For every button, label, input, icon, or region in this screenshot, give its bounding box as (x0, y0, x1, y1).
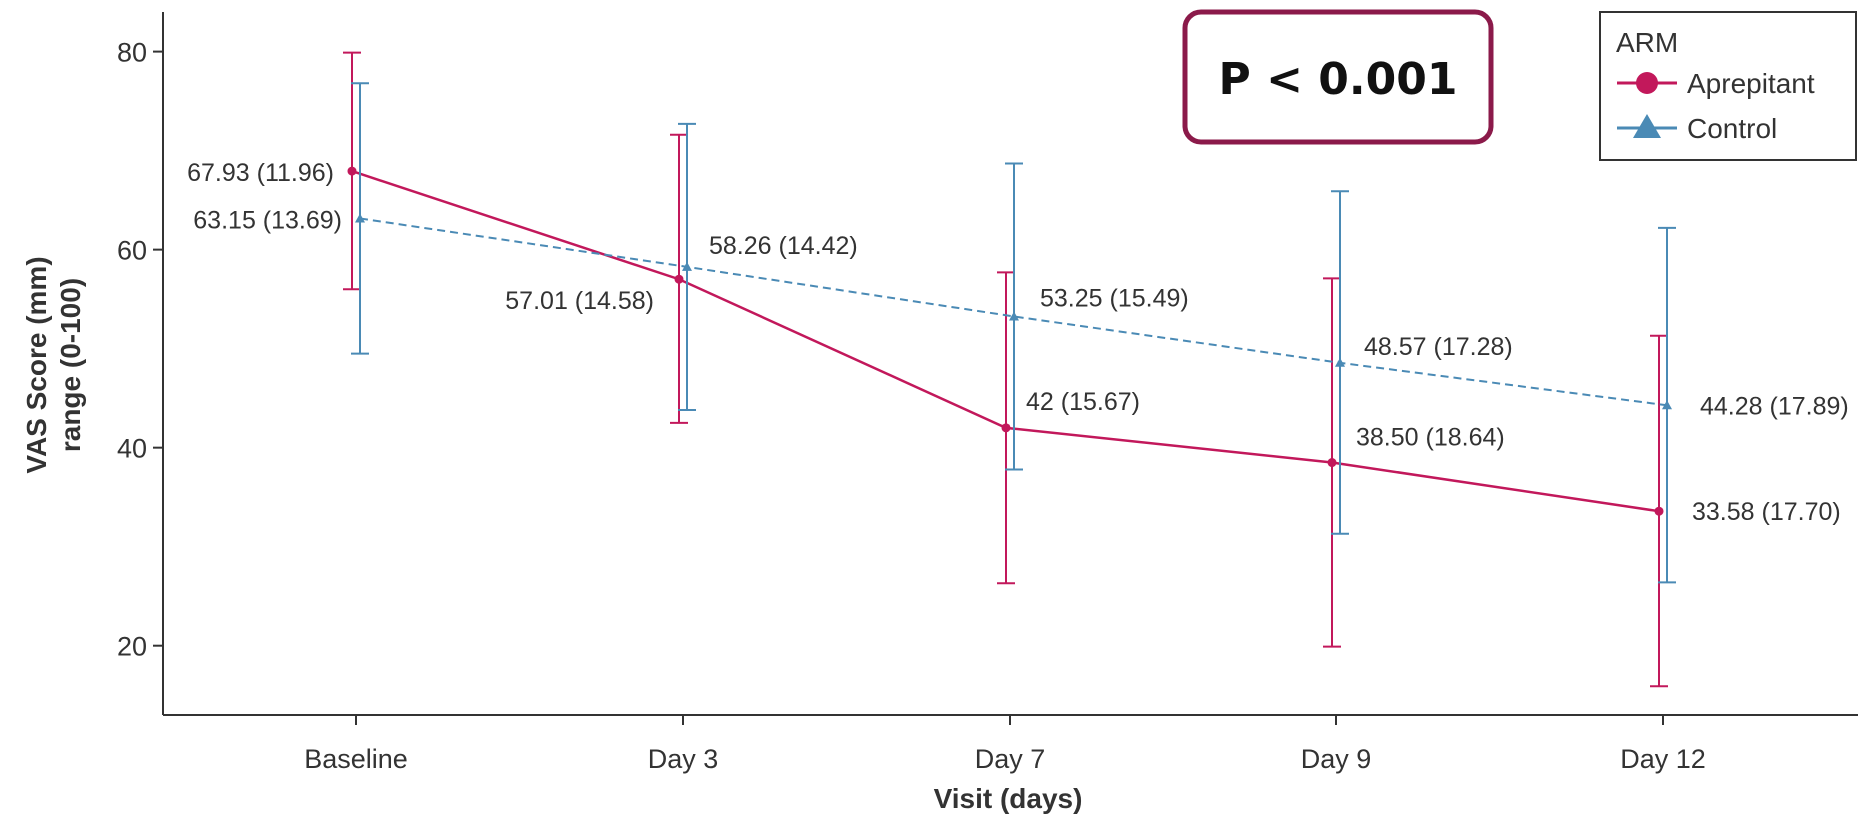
y-tick-label: 60 (117, 236, 147, 266)
data-label: 58.26 (14.42) (709, 232, 858, 260)
data-point (355, 213, 365, 223)
data-label: 42 (15.67) (1026, 388, 1140, 416)
legend-title: ARM (1616, 27, 1678, 58)
data-label: 38.50 (18.64) (1356, 424, 1505, 452)
x-tick-label: Baseline (304, 744, 408, 774)
data-label: 63.15 (13.69) (193, 206, 342, 234)
legend-aprepitant-label: Aprepitant (1687, 68, 1815, 99)
y-axis-title-line2: range (0-100) (55, 278, 86, 452)
data-point (1009, 311, 1019, 321)
data-point (347, 166, 357, 176)
data-point (1662, 400, 1672, 410)
x-axis-title: Visit (days) (934, 783, 1083, 814)
x-tick-label: Day 9 (1301, 744, 1372, 774)
data-label: 57.01 (14.58) (505, 287, 654, 315)
p-value-annotation: P < 0.001 (1182, 9, 1494, 145)
x-tick-label: Day 7 (975, 744, 1046, 774)
series-layer (343, 51, 1676, 688)
data-labels: 67.93 (11.96) 57.01 (14.58) 42 (15.67) 38.5… (187, 159, 1849, 526)
data-point (682, 261, 692, 271)
data-label: 33.58 (17.70) (1692, 498, 1841, 526)
x-tick-label: Day 12 (1620, 744, 1706, 774)
y-tick-label: 20 (117, 632, 147, 662)
data-label: 67.93 (11.96) (187, 159, 334, 187)
y-tick-label: 80 (117, 38, 147, 68)
axes: 20 40 60 80 Baseline Day 3 Day 7 Day 9 Day 12 (117, 12, 1858, 774)
series-aprepitant (343, 51, 1668, 688)
legend-control-marker (1633, 114, 1661, 138)
legend-control-label: Control (1687, 113, 1777, 144)
series-control (351, 82, 1676, 584)
data-label: 48.57 (17.28) (1364, 333, 1513, 361)
data-point (1327, 458, 1337, 468)
p-value-box (1182, 9, 1494, 145)
data-point (1335, 357, 1345, 367)
legend: ARM Aprepitant Control (1599, 11, 1857, 161)
data-point (1001, 423, 1011, 433)
data-label: 53.25 (15.49) (1040, 284, 1189, 312)
data-label: 44.28 (17.89) (1700, 392, 1849, 420)
legend-aprepitant-marker (1636, 72, 1658, 94)
y-tick-label: 40 (117, 434, 147, 464)
data-point (674, 274, 684, 284)
x-tick-label: Day 3 (648, 744, 719, 774)
y-axis-title-line1: VAS Score (mm) (21, 256, 52, 473)
p-value-text: P < 0.001 (1219, 54, 1458, 105)
data-point (1654, 506, 1664, 516)
